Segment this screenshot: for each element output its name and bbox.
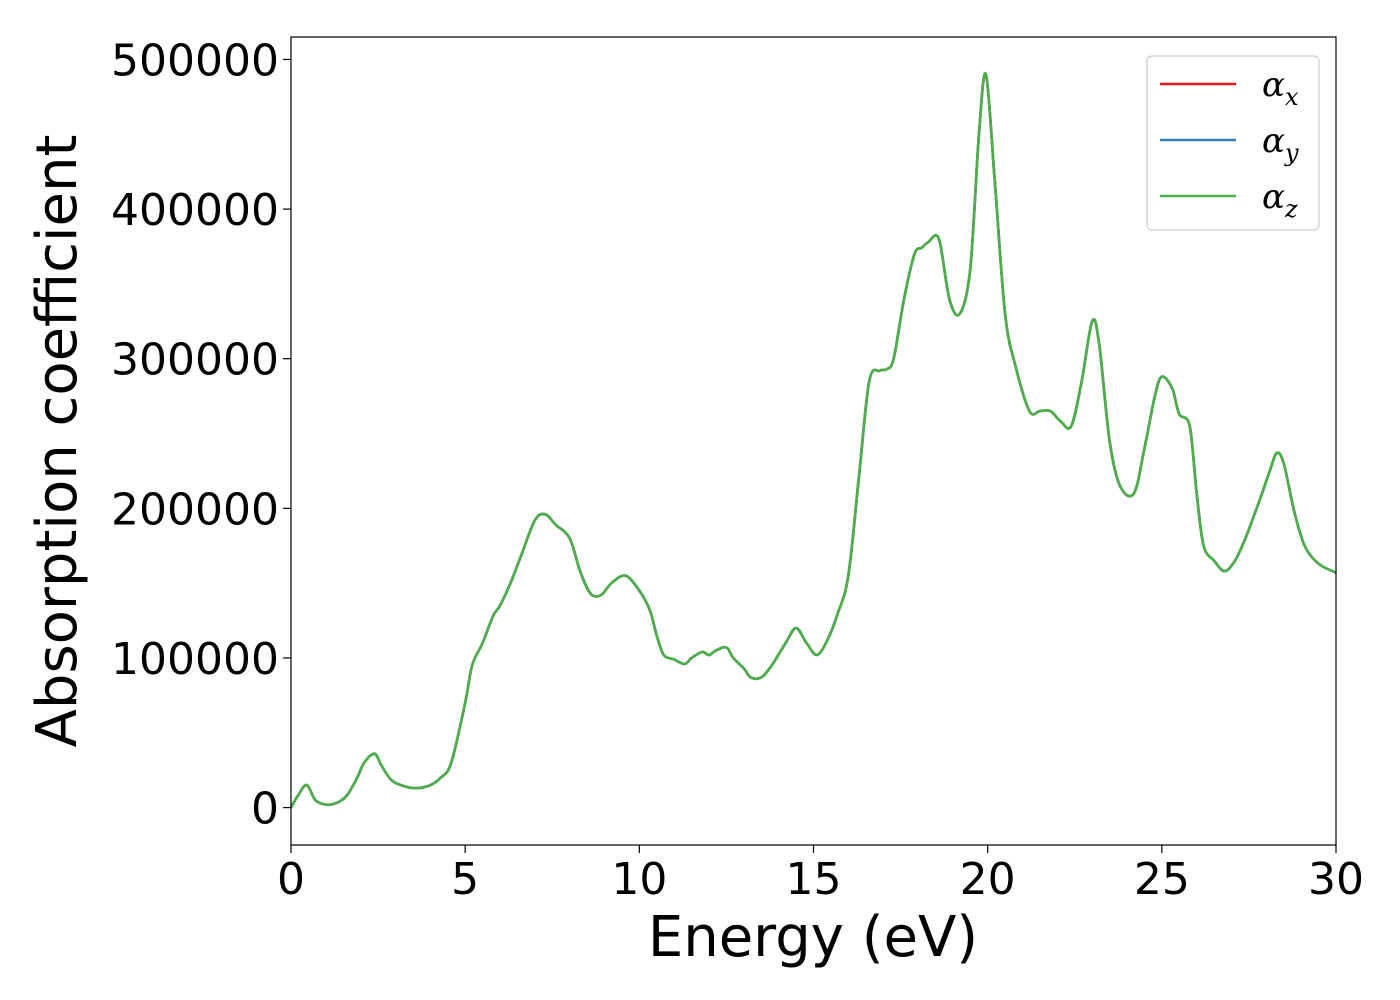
x-axis-label: Energy (eV) bbox=[648, 905, 978, 970]
y-tick-label: 500000 bbox=[111, 35, 279, 86]
x-axis-ticks: 0 5 10 15 20 25 30 bbox=[277, 845, 1364, 905]
y-tick-label: 100000 bbox=[111, 634, 279, 685]
series-layer bbox=[289, 72, 1337, 809]
x-tick-label: 10 bbox=[611, 854, 667, 905]
x-tick-label: 20 bbox=[960, 854, 1016, 905]
x-tick-label: 25 bbox=[1134, 854, 1190, 905]
y-tick-label: 400000 bbox=[111, 185, 279, 236]
legend-box bbox=[1146, 55, 1320, 231]
y-tick-label: 300000 bbox=[111, 335, 279, 386]
series-line-z bbox=[289, 72, 1337, 809]
x-tick-label: 5 bbox=[451, 854, 479, 905]
x-tick-label: 15 bbox=[786, 854, 842, 905]
x-tick-label: 0 bbox=[277, 854, 305, 905]
y-tick-label: 0 bbox=[251, 784, 279, 835]
x-tick-label: 30 bbox=[1308, 854, 1364, 905]
y-axis-ticks: 0 100000 200000 300000 400000 500000 bbox=[111, 35, 291, 835]
y-tick-label: 200000 bbox=[111, 484, 279, 535]
y-axis-label: Absorption coefficient bbox=[25, 135, 90, 748]
